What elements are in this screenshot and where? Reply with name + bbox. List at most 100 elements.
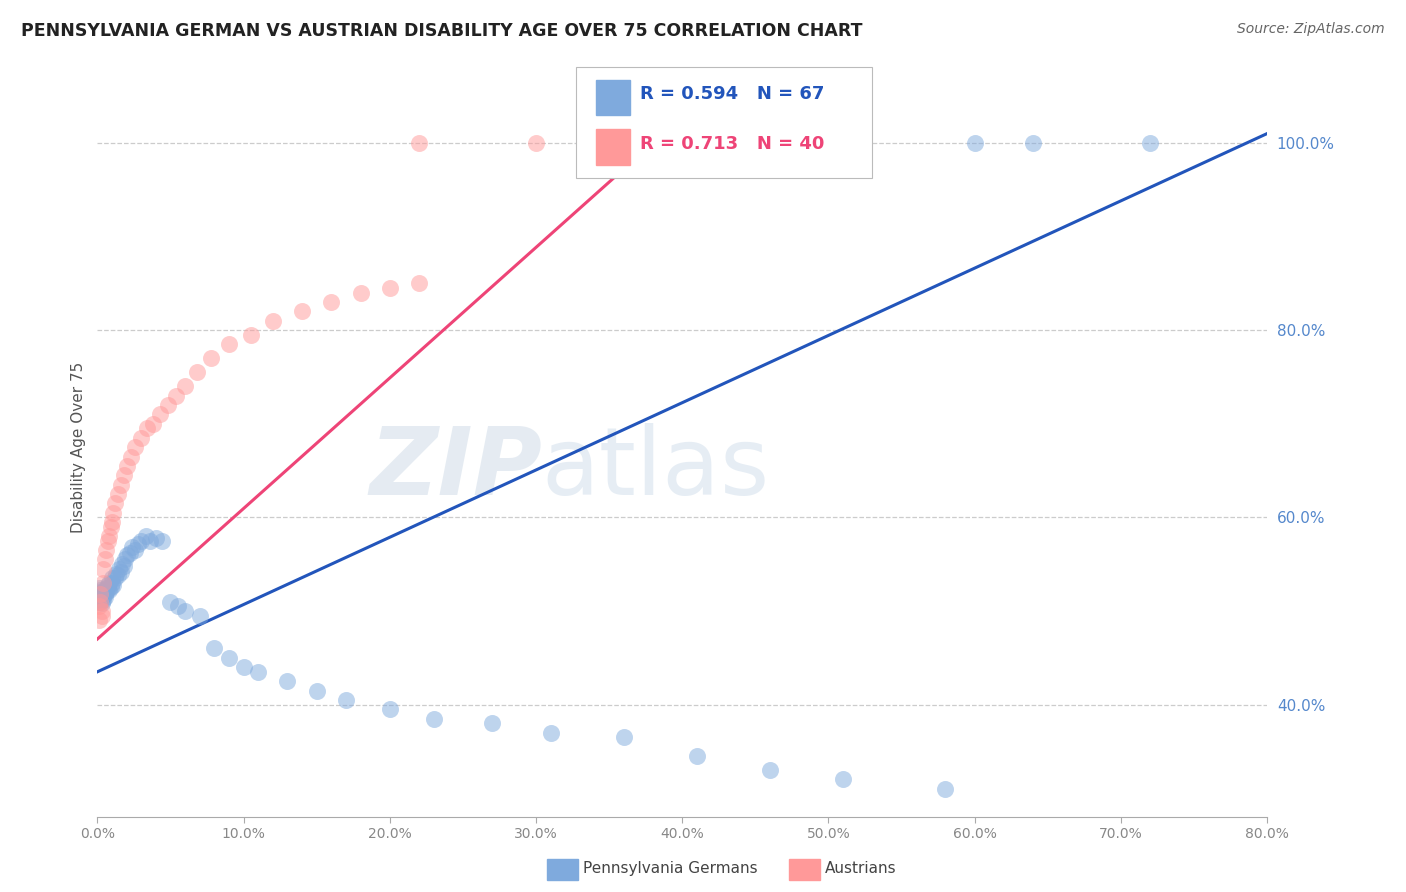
- Point: [291, 304, 314, 318]
- Point: [641, 136, 664, 150]
- Point: [89, 583, 111, 598]
- Point: [89, 594, 111, 608]
- Point: [97, 578, 120, 592]
- Point: [115, 458, 138, 473]
- Point: [218, 650, 240, 665]
- Point: [87, 590, 110, 604]
- Point: [87, 599, 110, 614]
- Point: [105, 566, 128, 581]
- Point: [832, 772, 855, 787]
- Text: atlas: atlas: [541, 424, 770, 516]
- Point: [378, 702, 401, 716]
- Point: [524, 136, 547, 150]
- Point: [232, 660, 254, 674]
- Point: [686, 749, 709, 764]
- Point: [149, 408, 172, 422]
- Point: [120, 450, 142, 464]
- Point: [101, 575, 124, 590]
- Point: [90, 587, 112, 601]
- Point: [218, 337, 240, 351]
- Point: [174, 379, 197, 393]
- Point: [124, 543, 146, 558]
- Point: [124, 440, 146, 454]
- Point: [107, 487, 129, 501]
- Point: [121, 541, 143, 555]
- Point: [100, 580, 122, 594]
- Point: [98, 583, 121, 598]
- Point: [613, 731, 636, 745]
- Point: [174, 604, 197, 618]
- Point: [104, 571, 127, 585]
- Point: [103, 578, 125, 592]
- Point: [934, 781, 956, 796]
- Point: [202, 641, 225, 656]
- Point: [87, 594, 110, 608]
- Point: [90, 604, 112, 618]
- Point: [262, 314, 284, 328]
- Point: [110, 565, 132, 579]
- Point: [118, 546, 141, 560]
- Point: [112, 468, 135, 483]
- Point: [97, 533, 120, 548]
- Point: [91, 592, 114, 607]
- Point: [817, 136, 839, 150]
- Point: [166, 599, 188, 614]
- Point: [98, 575, 121, 590]
- Point: [89, 594, 111, 608]
- Point: [700, 136, 723, 150]
- Point: [408, 136, 430, 150]
- Text: Source: ZipAtlas.com: Source: ZipAtlas.com: [1237, 22, 1385, 37]
- Point: [107, 568, 129, 582]
- Point: [90, 585, 112, 599]
- Point: [129, 533, 152, 548]
- Point: [100, 520, 122, 534]
- Point: [188, 608, 211, 623]
- Point: [89, 587, 111, 601]
- Point: [145, 531, 167, 545]
- Point: [422, 712, 444, 726]
- Point: [94, 585, 117, 599]
- Point: [87, 613, 110, 627]
- Point: [641, 136, 664, 150]
- Point: [94, 581, 117, 595]
- Point: [108, 562, 131, 576]
- Point: [93, 583, 115, 598]
- Point: [127, 536, 149, 550]
- Point: [93, 590, 115, 604]
- Point: [200, 351, 222, 366]
- Point: [94, 543, 117, 558]
- Point: [89, 590, 111, 604]
- Point: [87, 585, 110, 599]
- Point: [91, 562, 114, 576]
- Point: [129, 431, 152, 445]
- Point: [150, 533, 173, 548]
- Text: PENNSYLVANIA GERMAN VS AUSTRIAN DISABILITY AGE OVER 75 CORRELATION CHART: PENNSYLVANIA GERMAN VS AUSTRIAN DISABILI…: [21, 22, 863, 40]
- Point: [91, 585, 114, 599]
- Point: [89, 592, 111, 607]
- Point: [101, 515, 124, 529]
- Point: [103, 506, 125, 520]
- Point: [481, 716, 503, 731]
- Point: [104, 496, 127, 510]
- Point: [963, 136, 986, 150]
- Text: Pennsylvania Germans: Pennsylvania Germans: [583, 862, 758, 876]
- Text: ZIP: ZIP: [368, 424, 541, 516]
- Point: [276, 674, 298, 689]
- Point: [540, 725, 562, 739]
- Point: [135, 529, 157, 543]
- Point: [349, 285, 371, 300]
- Point: [101, 571, 124, 585]
- Point: [186, 365, 208, 379]
- Point: [111, 557, 134, 571]
- Point: [136, 421, 159, 435]
- Point: [335, 693, 357, 707]
- Point: [759, 136, 782, 150]
- Point: [97, 582, 120, 596]
- Point: [87, 581, 110, 595]
- Point: [378, 281, 401, 295]
- Text: R = 0.594   N = 67: R = 0.594 N = 67: [640, 86, 824, 103]
- Point: [139, 533, 162, 548]
- Point: [1139, 136, 1161, 150]
- Point: [247, 665, 270, 679]
- Text: R = 0.713   N = 40: R = 0.713 N = 40: [640, 135, 824, 153]
